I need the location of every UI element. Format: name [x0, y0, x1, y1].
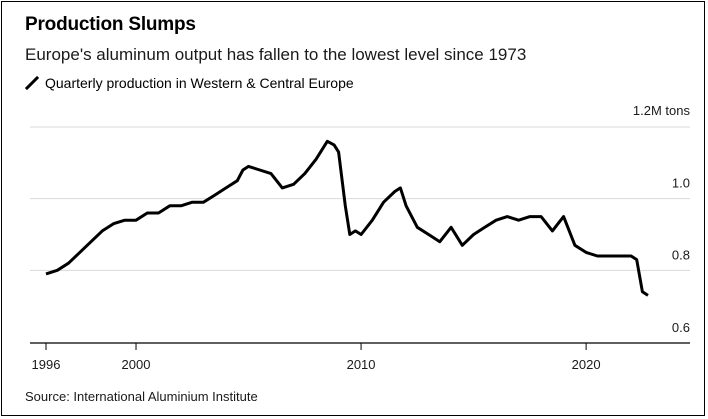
chart-source: Source: International Aluminium Institut… — [25, 389, 258, 404]
y-tick-label: 0.6 — [672, 320, 690, 335]
y-tick-label: 0.8 — [672, 247, 690, 262]
gridlines — [30, 126, 690, 271]
x-tick-label: 2010 — [347, 357, 376, 372]
y-axis: 1.2M tons 1.0 0.8 0.6 — [633, 103, 691, 335]
x-axis: 1996 2000 2010 2020 — [30, 342, 690, 372]
x-tick-label: 2000 — [122, 357, 151, 372]
chart-subtitle: Europe's aluminum output has fallen to t… — [25, 45, 527, 64]
y-tick-label: 1.0 — [672, 176, 690, 191]
series-line-0 — [45, 139, 649, 297]
legend-line-swatch-icon — [25, 76, 39, 90]
plot-area — [45, 139, 649, 297]
x-tick-label: 1996 — [32, 357, 61, 372]
chart-legend: Quarterly production in Western & Centra… — [25, 75, 354, 91]
x-tick-label: 2020 — [572, 357, 601, 372]
y-axis-label: 1.2M tons — [633, 103, 691, 118]
chart-title: Production Slumps — [25, 14, 196, 35]
legend-entry-label: Quarterly production in Western & Centra… — [45, 75, 354, 91]
